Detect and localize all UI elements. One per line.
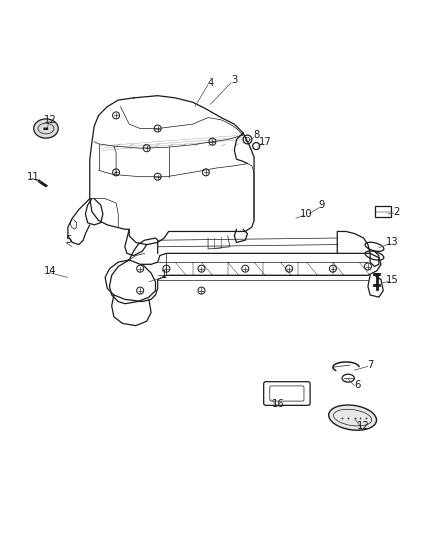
Text: 5: 5 [65,235,71,245]
Text: 4: 4 [207,77,213,87]
Text: 17: 17 [258,136,272,147]
Text: 7: 7 [367,360,373,370]
Text: 10: 10 [300,209,313,219]
Text: 9: 9 [319,200,325,210]
Text: 2: 2 [393,207,399,217]
Ellipse shape [328,405,377,430]
Text: 8: 8 [253,130,259,140]
Ellipse shape [34,119,58,138]
Bar [375,206,391,217]
Text: ▪▪: ▪▪ [43,126,49,131]
Text: 15: 15 [385,274,399,285]
Text: 6: 6 [354,379,360,390]
Text: 11: 11 [26,172,39,182]
Text: 12: 12 [44,115,57,125]
Text: 13: 13 [386,237,398,247]
Text: 1: 1 [161,270,167,280]
Text: 3: 3 [231,75,237,85]
Text: 16: 16 [272,399,285,409]
Text: 12: 12 [357,422,370,431]
Text: 14: 14 [44,266,57,276]
